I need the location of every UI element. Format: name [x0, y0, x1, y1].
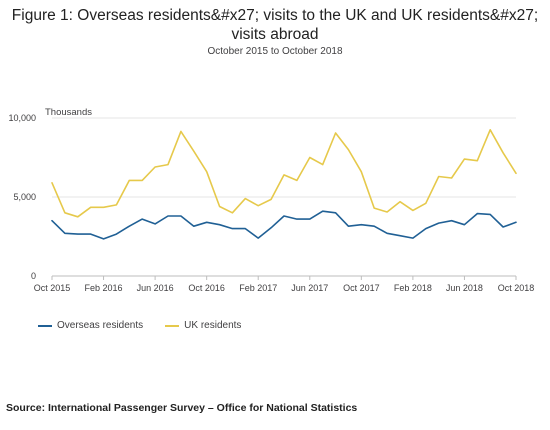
legend-item-uk: UK residents — [165, 320, 241, 331]
x-tick-label: Oct 2016 — [188, 283, 225, 293]
legend-item-overseas: Overseas residents — [38, 320, 143, 331]
x-tick-label: Feb 2017 — [239, 283, 277, 293]
y-axis-label: Thousands — [45, 107, 92, 118]
gridlines — [52, 117, 516, 277]
x-tick-label: Jun 2016 — [137, 283, 174, 293]
source-note: Source: International Passenger Survey –… — [6, 402, 358, 414]
series-line-uk — [51, 129, 517, 218]
series-lines — [51, 129, 517, 240]
x-tick-label: Feb 2018 — [394, 283, 432, 293]
x-tick-label: Oct 2015 — [34, 283, 71, 293]
x-axis-ticks: Oct 2015 Feb 2016 Jun 2016 Oct 2016 Feb 2017… — [34, 276, 535, 293]
chart-title: Figure 1: Overseas residents&#x27; visit… — [11, 7, 539, 43]
chart-subtitle: October 2015 to October 2018 — [207, 46, 343, 57]
x-tick-label: Jun 2017 — [291, 283, 328, 293]
legend-swatch-overseas — [38, 324, 52, 327]
line-chart: Thousands 10,000 5,000 0 Oct 2015 Feb 2016 J… — [8, 107, 535, 293]
legend-label-overseas: Overseas residents — [57, 320, 144, 331]
legend-label-uk: UK residents — [184, 320, 242, 331]
legend: Overseas residents UK residents — [38, 320, 263, 331]
y-tick-label: 0 — [31, 271, 36, 281]
y-tick-label: 10,000 — [8, 113, 36, 123]
x-tick-label: Feb 2016 — [85, 283, 123, 293]
y-tick-label: 5,000 — [13, 192, 36, 202]
x-tick-label: Oct 2018 — [498, 283, 535, 293]
legend-swatch-uk — [165, 324, 180, 327]
x-tick-label: Oct 2017 — [343, 283, 380, 293]
series-line-overseas — [51, 210, 517, 240]
x-tick-label: Jun 2018 — [446, 283, 483, 293]
y-axis-ticks: 10,000 5,000 0 — [8, 113, 36, 281]
